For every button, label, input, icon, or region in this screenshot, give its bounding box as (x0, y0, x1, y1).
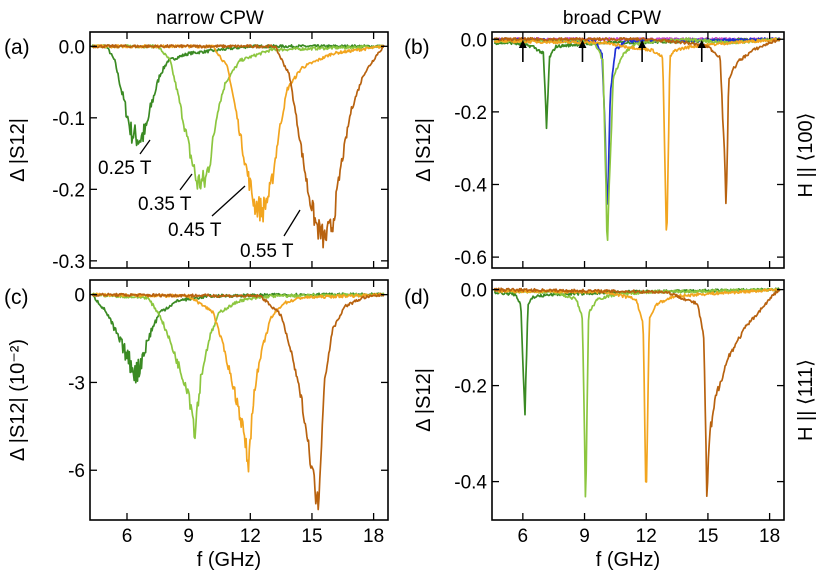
y-tick-label: -0.2 (52, 180, 85, 201)
y-tick-label: -6 (68, 461, 85, 482)
annotation-leader (139, 139, 151, 155)
field-label-111: H || ⟨111⟩ (795, 359, 817, 441)
annotation-label: 0.35 T (138, 194, 192, 215)
arrow-icon-head (697, 40, 706, 48)
series-c-dark_green (91, 292, 385, 384)
x-tick-label: 15 (697, 526, 718, 547)
panel-label: (b) (404, 36, 430, 59)
x-tick-label: 9 (183, 526, 194, 547)
y-tick-label: -0.4 (454, 175, 487, 196)
x-axis-label: f (GHz) (197, 549, 261, 571)
title-narrow-cpw: narrow CPW (156, 8, 264, 29)
series-d-orange (493, 287, 780, 483)
panel-label: (a) (4, 36, 30, 59)
series-group-a (91, 44, 385, 249)
x-tick-label: 6 (518, 526, 529, 547)
field-label-100: H || ⟨100⟩ (795, 113, 817, 198)
series-d-light_green (493, 287, 781, 498)
y-axis-label: Δ |S12| (10⁻²) (7, 339, 29, 461)
series-b-orange (493, 37, 781, 231)
x-tick-label: 12 (240, 526, 261, 547)
plot-frame-a (89, 31, 389, 269)
panel-c: 0 -3 -6 6 9 12 15 18 f (GHz) Δ |S12| (10⁻²) (c) (4, 279, 389, 571)
y-tick-label: 0.0 (59, 37, 85, 58)
y-tick-label: -0.4 (454, 473, 487, 494)
x-tick-label: 15 (301, 526, 322, 547)
arrow-icon-head (638, 40, 647, 48)
x-tick-label: 18 (759, 526, 780, 547)
y-tick-label: -0.2 (454, 103, 487, 124)
plot-frame-b (491, 31, 785, 269)
series-d-brown (493, 287, 781, 498)
panel-a: 0.0 -0.1 -0.2 -0.3 Δ |S12| (a) 0.25 T 0.35 T 0.4… (4, 31, 389, 273)
y-tick-label: 0 (74, 286, 85, 307)
series-b-dark_green (493, 37, 781, 130)
x-tick-label: 18 (363, 526, 384, 547)
arrow-icon-head (578, 40, 587, 48)
panels: 0.0 -0.1 -0.2 -0.3 Δ |S12| (a) 0.25 T 0.35 T 0.4… (4, 30, 785, 571)
annotation-leader (283, 209, 301, 237)
plot-frame-d (491, 279, 785, 521)
y-tick-label: -0.2 (454, 377, 487, 398)
y-axis-label: Δ |S12| (413, 118, 435, 182)
series-b-brown (493, 36, 781, 205)
y-tick-label: -3 (68, 373, 85, 394)
y-axis-label: Δ |S12| (413, 368, 435, 432)
series-a-brown-055 (91, 44, 385, 249)
x-tick-label: 9 (579, 526, 590, 547)
series-c-light_green (91, 292, 385, 440)
series-c-brown (91, 292, 385, 511)
annotation-label: 0.25 T (98, 158, 152, 179)
title-broad-cpw: broad CPW (563, 8, 661, 29)
arrow-icon-head (518, 40, 527, 48)
y-tick-label: 0.0 (461, 281, 487, 302)
annotation-leader (179, 173, 193, 191)
series-b-light_green (493, 37, 781, 242)
panel-d: 0.0 -0.2 -0.4 6 9 12 15 18 f (GHz) Δ |S12| (d) (404, 279, 785, 571)
series-group-d (493, 287, 781, 498)
annotation-label: 0.45 T (168, 220, 222, 241)
x-tick-label: 6 (122, 526, 133, 547)
y-tick-label: -0.6 (454, 248, 487, 269)
panel-b: 0.0 -0.2 -0.4 -0.6 Δ |S12| (b) (404, 30, 785, 269)
panel-label: (c) (4, 286, 29, 309)
series-d-dark_green (493, 287, 781, 416)
y-axis-label: Δ |S12| (7, 118, 29, 182)
y-tick-label: 0.0 (461, 30, 487, 51)
x-axis-label: f (GHz) (596, 549, 660, 571)
annotation-label: 0.55 T (240, 241, 294, 262)
y-tick-label: -0.1 (52, 109, 85, 130)
annotation-leader (211, 185, 246, 217)
series-group-c (91, 292, 385, 511)
series-a-dark_green-025 (91, 44, 385, 147)
series-group-b (493, 36, 781, 242)
y-tick-label: -0.3 (52, 252, 85, 273)
x-tick-label: 12 (636, 526, 657, 547)
panel-label: (d) (404, 286, 430, 309)
plot-frame-c (89, 279, 389, 521)
